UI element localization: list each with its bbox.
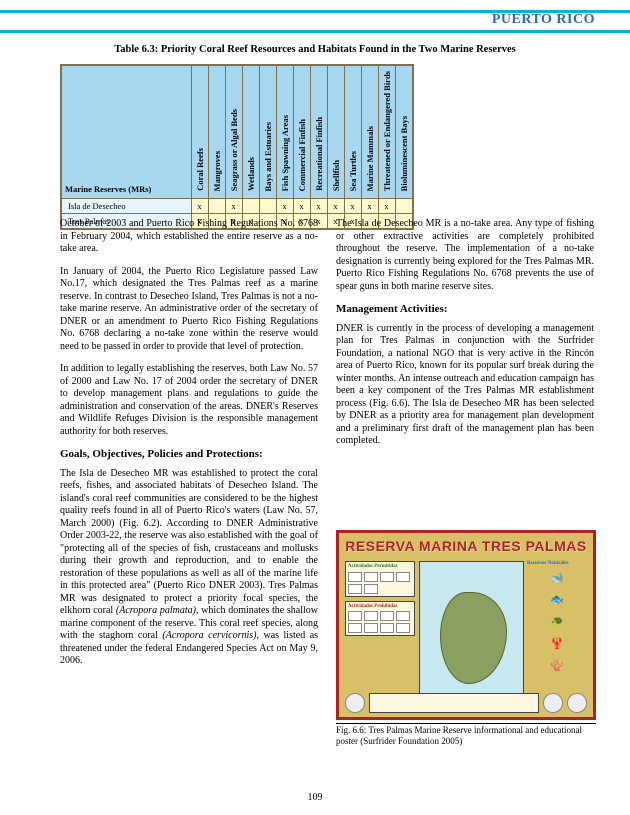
table-cell: x	[293, 199, 310, 214]
paragraph: DNER is currently in the process of deve…	[336, 323, 594, 448]
right-column: The Isla de Desecheo MR is a no-take are…	[336, 218, 594, 458]
table-header-row: Marine Reserves (MRs) Coral Reefs Mangro…	[61, 65, 413, 199]
col-header: Threatened or Endangered Birds	[378, 65, 395, 199]
page-header: PUERTO RICO	[492, 12, 595, 28]
paragraph: In January of 2004, the Puerto Rico Legi…	[60, 266, 318, 354]
paragraph: The Isla de Desecheo MR is a no-take are…	[336, 218, 594, 293]
section-heading: Management Activities:	[336, 303, 594, 317]
coral-icon: 🪸	[527, 656, 587, 674]
row-label: Isla de Desecheo	[61, 199, 191, 214]
table-cell: x	[276, 199, 293, 214]
col-header: Recreational Finfish	[310, 65, 327, 199]
fish-icon: 🐟	[527, 590, 587, 608]
poster-image: RESERVA MARINA TRES PALMAS Actividades P…	[336, 530, 596, 720]
whale-icon: 🐋	[527, 568, 587, 586]
table-row: Isla de Desecheoxxxxxxxxx	[61, 199, 413, 214]
table-cell	[242, 199, 259, 214]
section-heading: Goals, Objectives, Policies and Protecti…	[60, 448, 318, 462]
lobster-icon: 🦞	[527, 634, 587, 652]
table-cell: x	[361, 199, 378, 214]
figure-caption: Fig. 6.6: Tres Palmas Marine Reserve inf…	[336, 723, 596, 747]
table-cell: x	[378, 199, 395, 214]
col-header: Marine Mammals	[361, 65, 378, 199]
table-cell	[395, 199, 413, 214]
figure-6-6: RESERVA MARINA TRES PALMAS Actividades P…	[336, 530, 596, 747]
poster-map	[419, 561, 524, 696]
col-header: Wetlands	[242, 65, 259, 199]
agency-logo-icon	[345, 693, 365, 713]
table-cell: x	[310, 199, 327, 214]
poster-prohibited-box: Actividades Prohibidas	[345, 601, 415, 637]
poster-footer-text	[369, 693, 539, 713]
table-cell	[208, 199, 225, 214]
poster-footer	[345, 693, 587, 713]
page-number: 109	[0, 792, 630, 803]
col-header: Mangroves	[208, 65, 225, 199]
priority-table: Marine Reserves (MRs) Coral Reefs Mangro…	[60, 64, 414, 230]
turtle-icon: 🐢	[527, 612, 587, 630]
poster-permitted-box: Actividades Permitidas	[345, 561, 415, 597]
table-cell: x	[327, 199, 344, 214]
poster-left-panel: Actividades Permitidas Actividades Prohi…	[345, 561, 415, 640]
table-cell	[259, 199, 276, 214]
col-header: Seagrass or Algal Beds	[225, 65, 242, 199]
table-caption: Table 6.3: Priority Coral Reef Resources…	[0, 44, 630, 55]
col-header: Shellfish	[327, 65, 344, 199]
paragraph: October of 2003 and Puerto Rico Fishing …	[60, 218, 318, 256]
agency-logo-icon	[543, 693, 563, 713]
header-rule-bottom	[0, 30, 630, 33]
table-cell: x	[344, 199, 361, 214]
col-header: Sea Turtles	[344, 65, 361, 199]
col-header: Bays and Estuaries	[259, 65, 276, 199]
col-header-mr: Marine Reserves (MRs)	[61, 65, 191, 199]
col-header: Coral Reefs	[191, 65, 208, 199]
table-cell: x	[191, 199, 208, 214]
paragraph: The Isla de Desecheo MR was established …	[60, 468, 318, 668]
col-header: Commercial Finfish	[293, 65, 310, 199]
table-cell: x	[225, 199, 242, 214]
poster-title: RESERVA MARINA TRES PALMAS	[339, 536, 593, 556]
left-column: October of 2003 and Puerto Rico Fishing …	[60, 218, 318, 678]
col-header: Fish Spawning Areas	[276, 65, 293, 199]
agency-logo-icon	[567, 693, 587, 713]
poster-right-panel: Recursos Naturales 🐋 🐟 🐢 🦞 🪸	[527, 561, 587, 678]
col-header: Bioluminescent Bays	[395, 65, 413, 199]
paragraph: In addition to legally establishing the …	[60, 363, 318, 438]
